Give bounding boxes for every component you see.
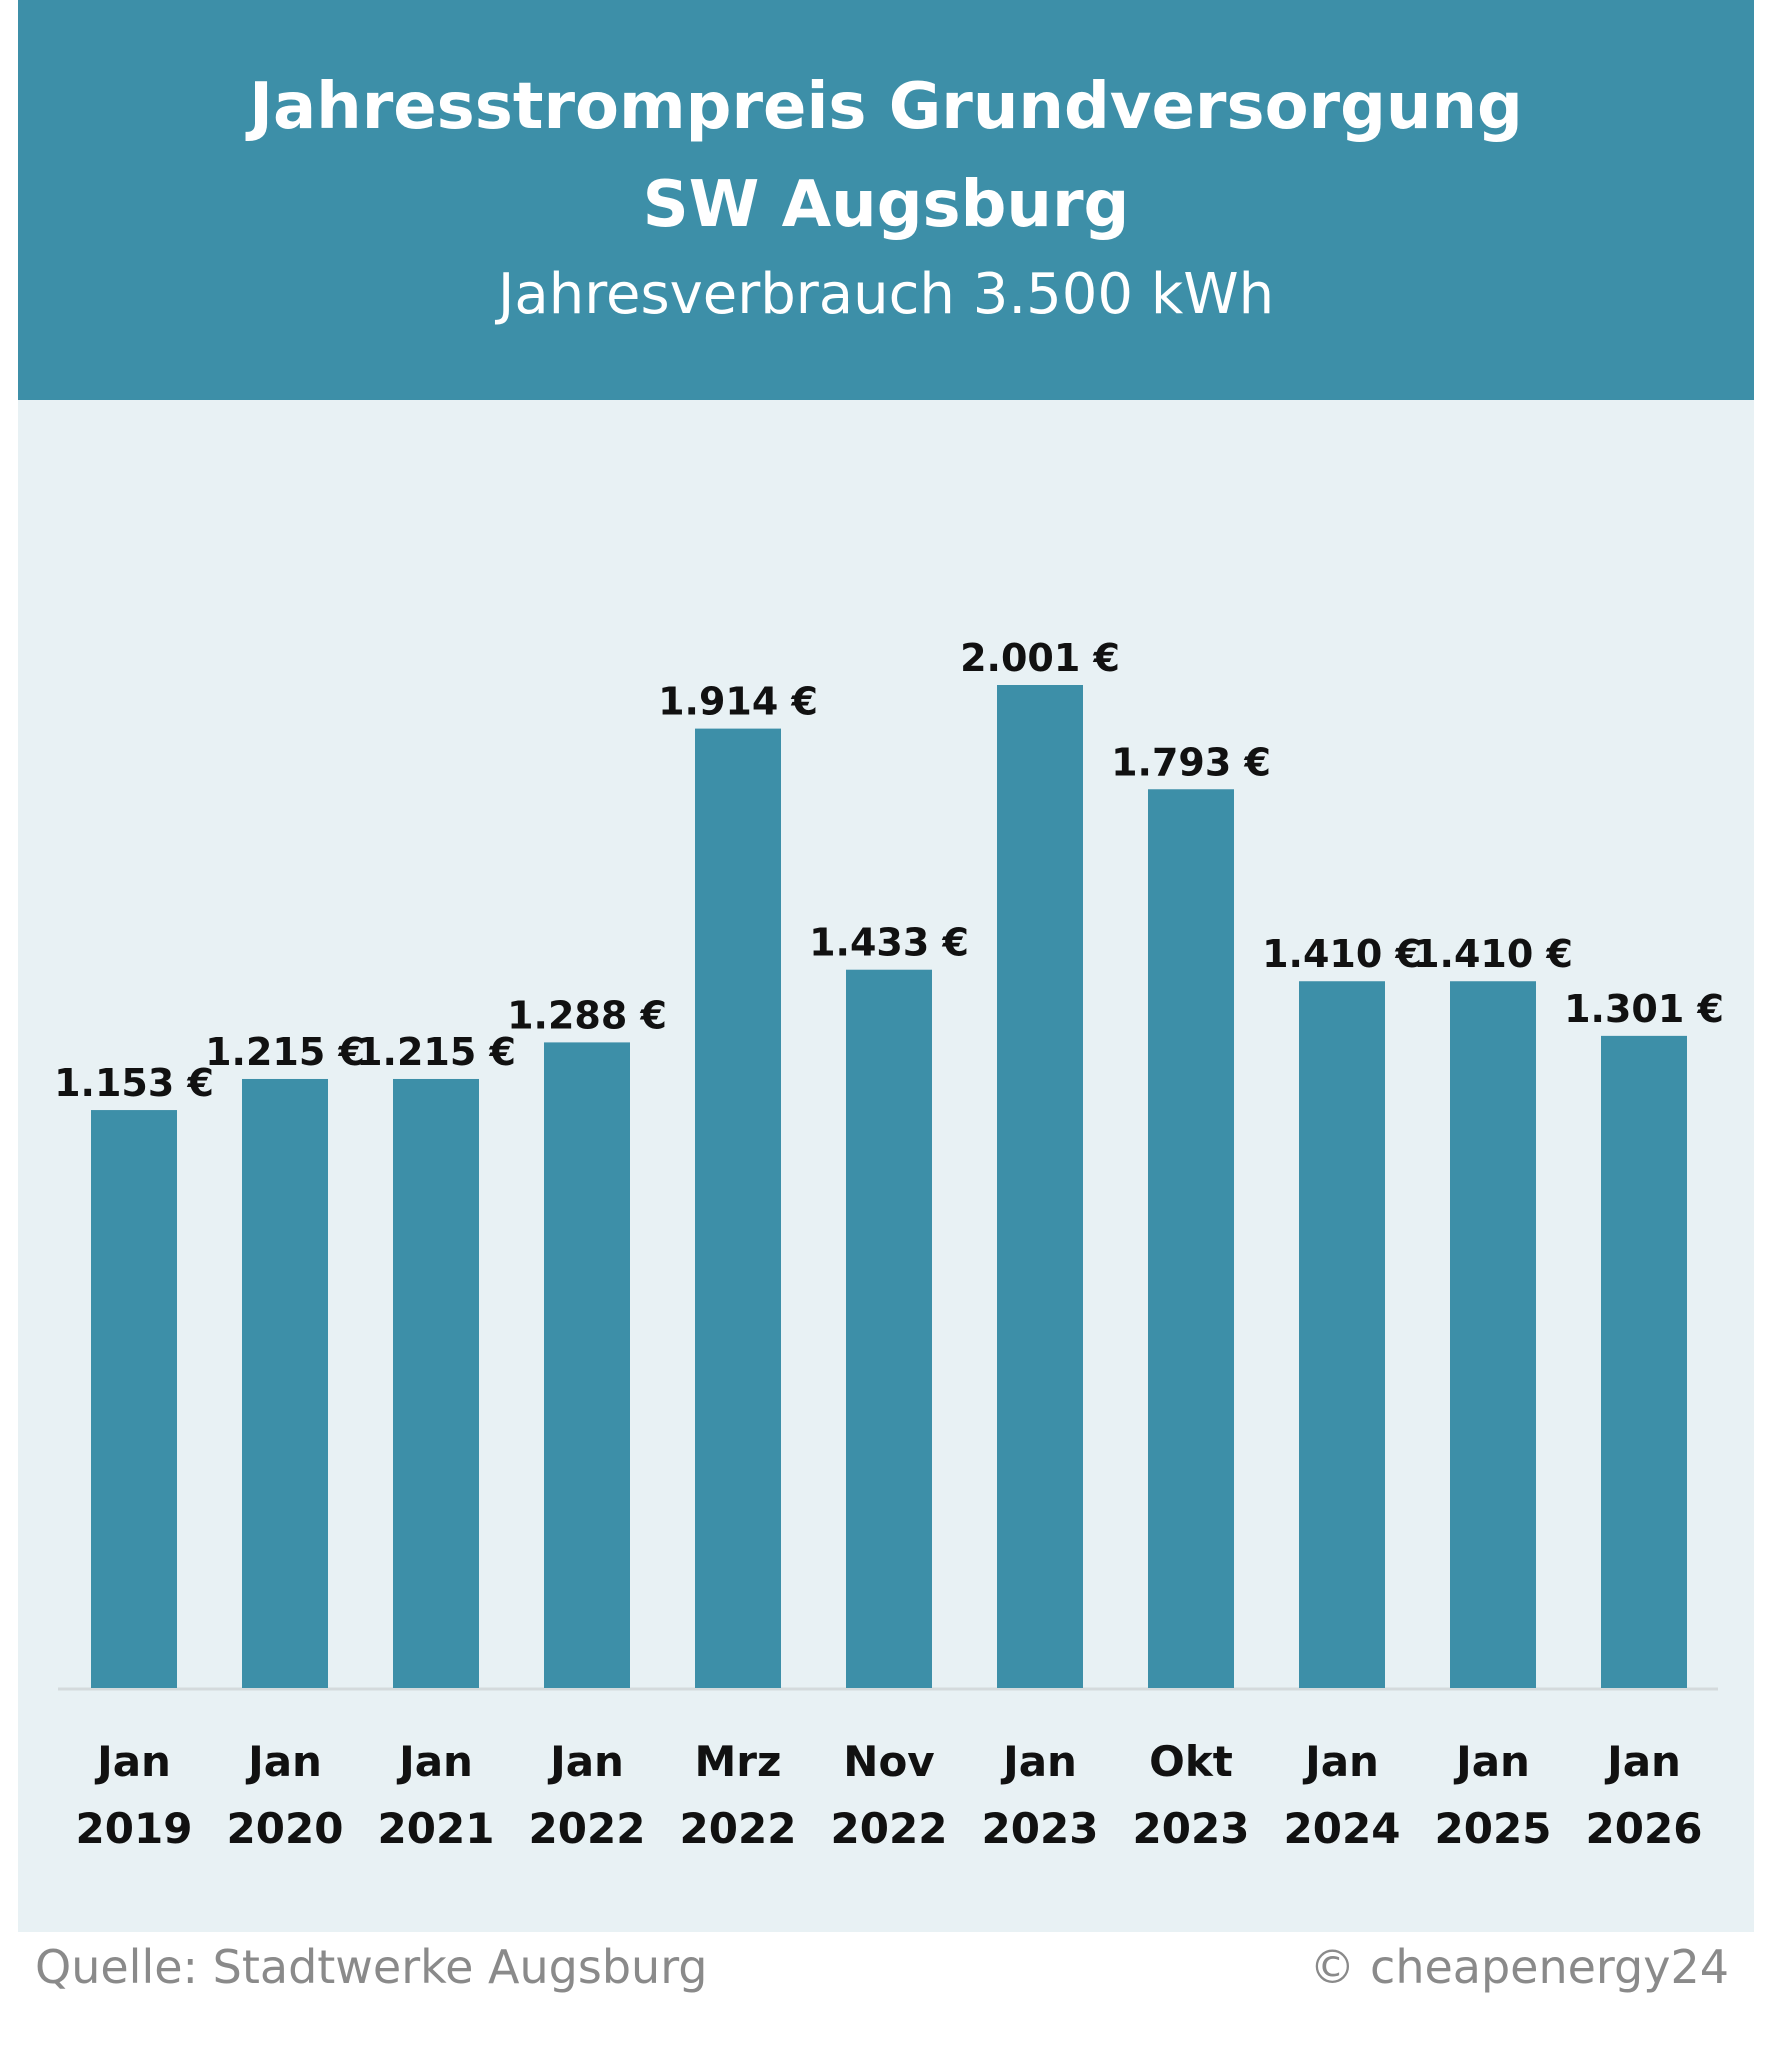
data-label: 1.914 € — [658, 680, 818, 724]
x-tick-label-year: 2022 — [529, 1804, 646, 1853]
data-label: 1.215 € — [356, 1030, 516, 1074]
x-tick-label-year: 2022 — [831, 1804, 948, 1853]
chart-header: Jahresstrompreis Grundversorgung SW Augs… — [18, 0, 1754, 400]
chart-title: Jahresstrompreis Grundversorgung — [249, 70, 1523, 144]
data-label: 1.410 € — [1413, 932, 1573, 976]
x-tick-label-year: 2020 — [227, 1804, 344, 1853]
bar — [91, 1110, 177, 1688]
x-tick-label-year: 2026 — [1586, 1804, 1703, 1853]
x-tick-label-year: 2021 — [378, 1804, 495, 1853]
x-tick-label-month: Jan — [1000, 1737, 1077, 1786]
x-tick-label-month: Jan — [1302, 1737, 1379, 1786]
x-tick-label-month: Jan — [245, 1737, 322, 1786]
bar — [695, 728, 781, 1688]
chart-title-line2: SW Augsburg — [642, 168, 1130, 242]
x-tick-label-month: Jan — [1604, 1737, 1681, 1786]
x-tick-label-year: 2025 — [1435, 1804, 1552, 1853]
bar — [1299, 981, 1385, 1688]
bar — [1601, 1035, 1687, 1688]
x-tick-label-month: Mrz — [695, 1737, 782, 1786]
bar — [1148, 789, 1234, 1688]
bar — [242, 1078, 328, 1688]
copyright-note: © cheapenergy24 — [1309, 1940, 1729, 1994]
bar — [1450, 981, 1536, 1688]
x-tick-label-year: 2022 — [680, 1804, 797, 1853]
data-label: 1.433 € — [809, 921, 969, 965]
bar — [544, 1042, 630, 1688]
bar — [997, 685, 1083, 1688]
data-label: 1.288 € — [507, 993, 667, 1037]
data-label: 1.301 € — [1564, 987, 1724, 1031]
x-tick-label-month: Okt — [1149, 1737, 1233, 1786]
data-label: 1.410 € — [1262, 932, 1422, 976]
x-tick-label-year: 2024 — [1284, 1804, 1401, 1853]
data-label: 1.153 € — [54, 1061, 214, 1105]
data-label: 2.001 € — [960, 636, 1120, 680]
x-tick-label-month: Jan — [1453, 1737, 1530, 1786]
source-note: Quelle: Stadtwerke Augsburg — [35, 1940, 708, 1994]
bar — [846, 969, 932, 1688]
x-tick-label-year: 2023 — [1133, 1804, 1250, 1853]
bar — [393, 1078, 479, 1688]
data-label: 1.215 € — [205, 1030, 365, 1074]
x-tick-label-month: Jan — [547, 1737, 624, 1786]
x-tick-label-month: Jan — [94, 1737, 171, 1786]
x-tick-label-year: 2023 — [982, 1804, 1099, 1853]
data-label: 1.793 € — [1111, 740, 1271, 784]
chart-subtitle: Jahresverbrauch 3.500 kWh — [497, 262, 1275, 327]
x-tick-label-month: Nov — [843, 1737, 934, 1786]
x-tick-label-year: 2019 — [76, 1804, 193, 1853]
x-tick-label-month: Jan — [396, 1737, 473, 1786]
